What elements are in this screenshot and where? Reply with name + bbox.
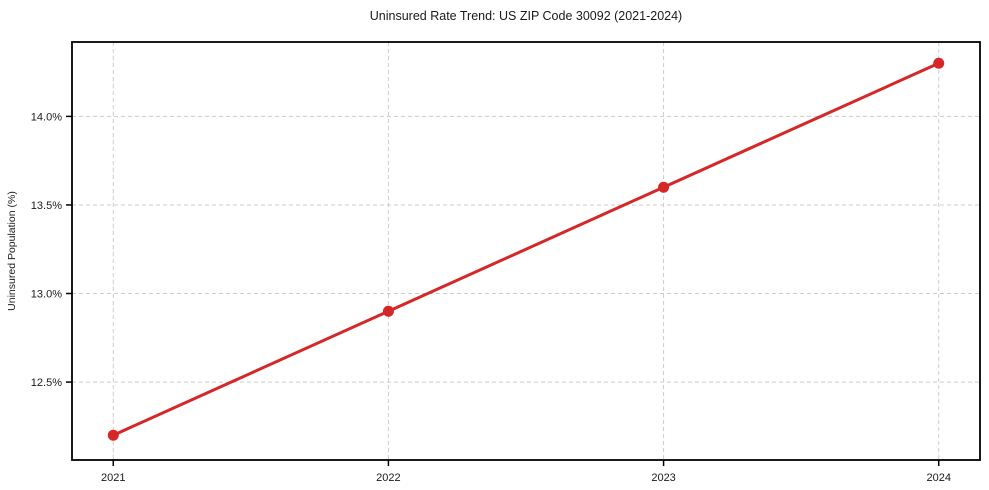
y-axis-label: Uninsured Population (%) bbox=[6, 191, 18, 311]
x-tick-label: 2022 bbox=[376, 472, 400, 484]
data-point-marker bbox=[658, 181, 670, 193]
data-point-marker bbox=[382, 305, 394, 317]
data-point-marker bbox=[933, 57, 945, 69]
x-tick-label: 2023 bbox=[651, 472, 675, 484]
y-tick-label: 12.5% bbox=[31, 377, 62, 389]
y-tick-label: 13.5% bbox=[31, 200, 62, 212]
y-tick-label: 13.0% bbox=[31, 289, 62, 301]
x-tick-label: 2021 bbox=[101, 472, 125, 484]
data-point-marker bbox=[107, 429, 119, 441]
plot-border bbox=[71, 41, 981, 461]
chart-title: Uninsured Rate Trend: US ZIP Code 30092 … bbox=[370, 9, 682, 23]
series-layer bbox=[107, 57, 945, 441]
grid-layer bbox=[72, 42, 980, 460]
axis-layer: 12.5% 13.0% 13.5% 14.0% 2021 2022 2023 2024 bbox=[31, 111, 951, 484]
y-tick-label: 14.0% bbox=[31, 111, 62, 123]
x-tick-label: 2024 bbox=[926, 472, 950, 484]
trend-line bbox=[111, 61, 941, 437]
